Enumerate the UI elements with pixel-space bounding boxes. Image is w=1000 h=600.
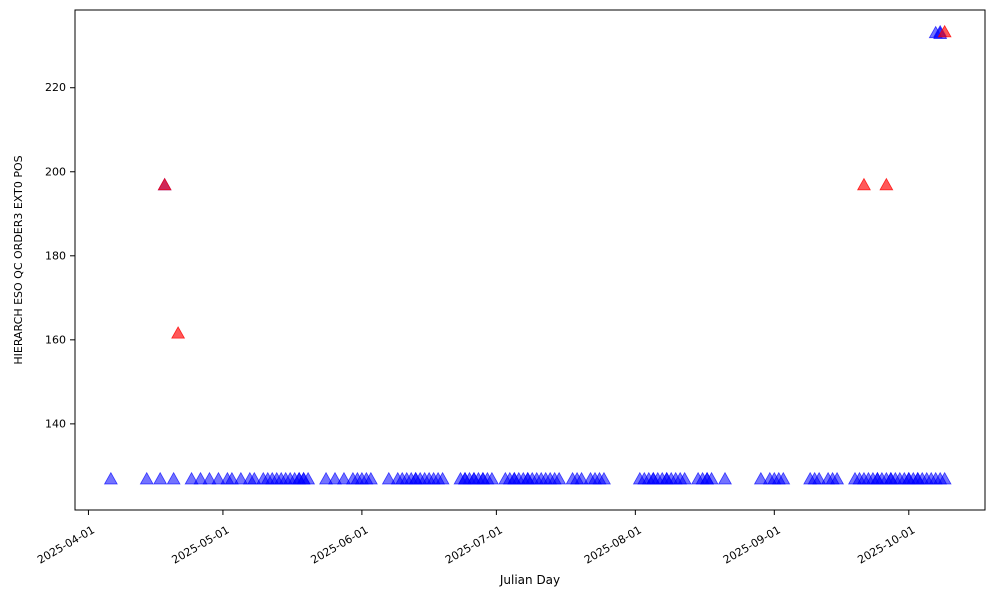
data-point-blue [363, 471, 378, 485]
data-point-blue [552, 471, 567, 485]
y-tick-label: 220 [45, 81, 66, 94]
data-point-blue [718, 471, 732, 485]
data-point-blue [677, 471, 692, 485]
data-point-blue [336, 471, 351, 485]
data-point-red [879, 177, 894, 191]
y-tick-label: 180 [45, 249, 66, 262]
data-point-red [937, 24, 952, 38]
y-tick-label: 160 [45, 333, 66, 346]
x-tick-label: 2025-06-01 [309, 523, 371, 566]
data-point-red [157, 177, 172, 191]
x-tick-label: 2025-10-01 [855, 523, 917, 566]
y-tick-label: 200 [45, 165, 66, 178]
data-point-blue [435, 471, 450, 485]
data-point-red [856, 177, 871, 191]
data-point-blue [301, 471, 316, 485]
data-point-blue [381, 471, 396, 485]
data-point-blue [937, 471, 952, 485]
data-point-blue [596, 471, 611, 485]
data-point-blue [166, 471, 181, 485]
x-axis-label: Julian Day [499, 573, 560, 587]
y-tick-label: 140 [45, 417, 66, 430]
data-point-blue [233, 471, 248, 485]
x-tick-label: 2025-07-01 [443, 523, 505, 566]
data-point-blue [184, 471, 199, 485]
data-point-blue [704, 471, 719, 485]
x-tick-label: 2025-09-01 [721, 523, 783, 566]
data-point-blue [574, 471, 589, 485]
data-point-blue [193, 471, 208, 485]
data-point-blue [319, 471, 334, 485]
x-tick-label: 2025-08-01 [582, 523, 644, 566]
data-point-blue [211, 471, 226, 485]
x-tick-label: 2025-04-01 [35, 523, 97, 566]
data-point-blue [247, 471, 262, 485]
data-point-blue [753, 471, 768, 485]
data-point-blue [202, 471, 217, 485]
data-point-blue [776, 471, 791, 485]
data-point-red [171, 326, 186, 339]
y-axis-label: HIERARCH ESO QC ORDER3 EXT0 POS [12, 155, 25, 364]
data-point-blue [224, 471, 239, 485]
data-point-blue [830, 471, 845, 485]
data-point-blue [812, 471, 827, 485]
x-tick-label: 2025-05-01 [170, 523, 232, 566]
data-point-blue [153, 471, 168, 485]
data-point-blue [484, 471, 499, 485]
data-point-blue [103, 471, 118, 485]
data-point-blue [139, 471, 154, 485]
data-point-blue [328, 471, 342, 485]
plot-area [74, 9, 986, 511]
